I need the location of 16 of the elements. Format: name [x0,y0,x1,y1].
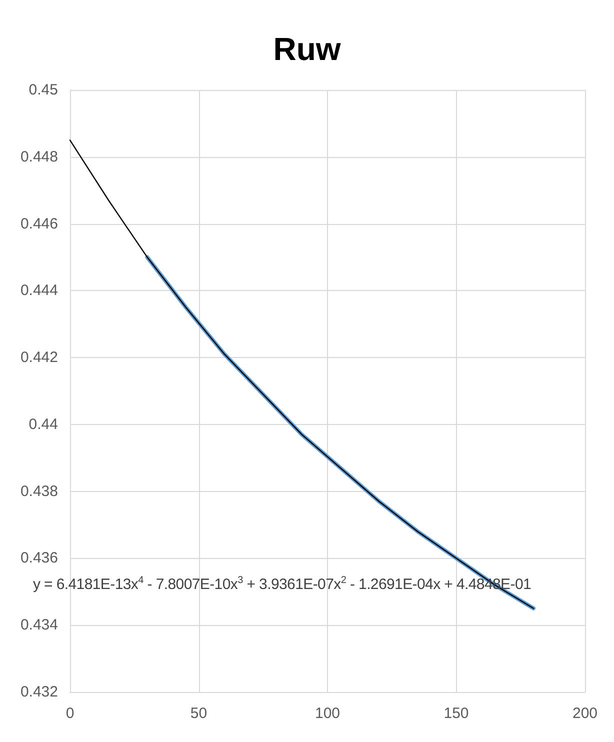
y-tick-label: 0.432 [20,684,58,700]
y-tick-label: 0.45 [28,82,58,98]
y-tick-label: 0.442 [20,349,58,366]
y-tick-label: 0.438 [20,482,58,500]
y-tick-label: 0.448 [20,148,58,166]
y-tick-label: 0.436 [20,550,58,567]
x-tick-label: 200 [572,705,598,722]
x-tick-label: 150 [444,705,469,722]
x-tick-label: 100 [314,705,340,722]
x-tick-label: 0 [66,705,74,722]
chart-title: Ruw [273,31,341,67]
y-tick-label: 0.444 [20,282,58,300]
y-tick-label: 0.434 [20,616,58,634]
y-tick-label: 0.446 [20,215,58,232]
y-tick-label: 0.44 [28,416,58,433]
x-tick-label: 50 [190,705,208,722]
